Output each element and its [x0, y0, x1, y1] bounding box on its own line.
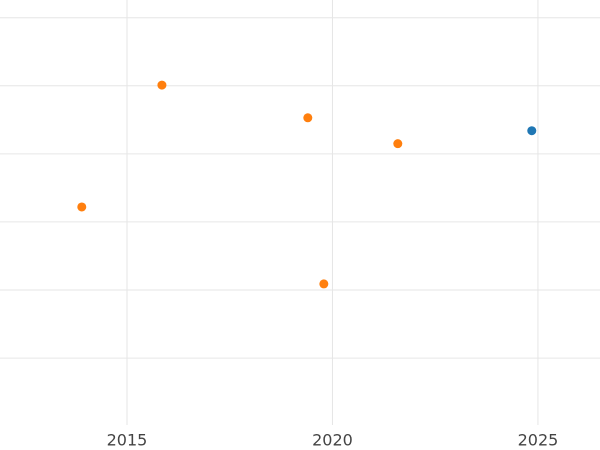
point: [393, 139, 403, 149]
point: [157, 80, 167, 90]
point: [303, 113, 313, 123]
point: [77, 202, 87, 212]
x-tick-label: 2025: [518, 431, 559, 450]
point: [527, 126, 537, 136]
x-tick-label: 2015: [107, 431, 148, 450]
x-tick-label: 2020: [312, 431, 353, 450]
point: [319, 279, 329, 289]
